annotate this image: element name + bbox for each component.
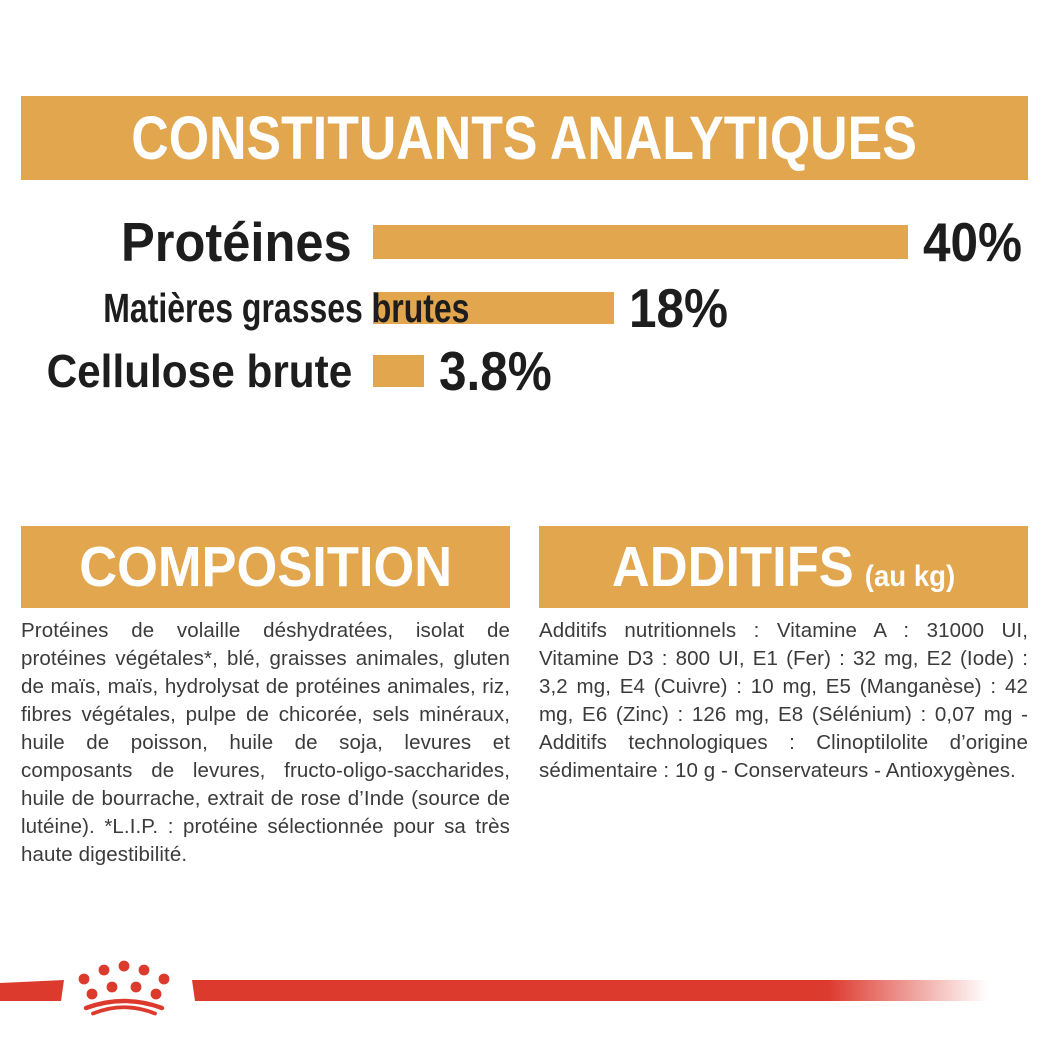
bar-value: 40%	[923, 211, 1023, 273]
chart-row-proteins: Protéines 40%	[0, 211, 1049, 273]
bar-label: Protéines	[121, 211, 352, 273]
crown-arcs	[83, 998, 165, 1016]
red-rule-left	[0, 980, 64, 1001]
additives-title-suffix: (au kg)	[864, 560, 956, 593]
bar-label: Matières grasses brutes	[103, 284, 470, 331]
composition-header: COMPOSITION	[21, 526, 510, 608]
composition-text: Protéines de volaille déshydratées, isol…	[21, 619, 510, 866]
page-title: CONSTITUANTS ANALYTIQUES	[131, 104, 918, 172]
bar-fat	[373, 292, 614, 324]
bar-label: Cellulose brute	[46, 345, 352, 397]
red-rule-right	[192, 980, 988, 1001]
additives-text: Additifs nutritionnels : Vitamine A : 31…	[539, 619, 1028, 782]
additives-section: ADDITIFS (au kg) Additifs nutritionnels …	[539, 526, 1028, 785]
chart-row-fibre: Cellulose brute 3.8%	[0, 340, 1049, 402]
royal-canin-crown-logo	[0, 960, 988, 1016]
composition-section: COMPOSITION Protéines de volaille déshyd…	[21, 526, 510, 869]
composition-title: COMPOSITION	[79, 535, 452, 599]
bar-proteins	[373, 225, 908, 259]
analytical-constituents-header: CONSTITUANTS ANALYTIQUES	[21, 96, 1028, 180]
additives-header: ADDITIFS (au kg)	[539, 526, 1028, 608]
bar-value: 18%	[629, 277, 729, 339]
bar-fibre	[373, 355, 424, 387]
chart-row-fat: Matières grasses brutes 18%	[0, 277, 1049, 339]
bar-value: 3.8%	[439, 340, 552, 402]
crown-icon	[78, 960, 170, 1000]
additives-title: ADDITIFS	[611, 535, 854, 599]
